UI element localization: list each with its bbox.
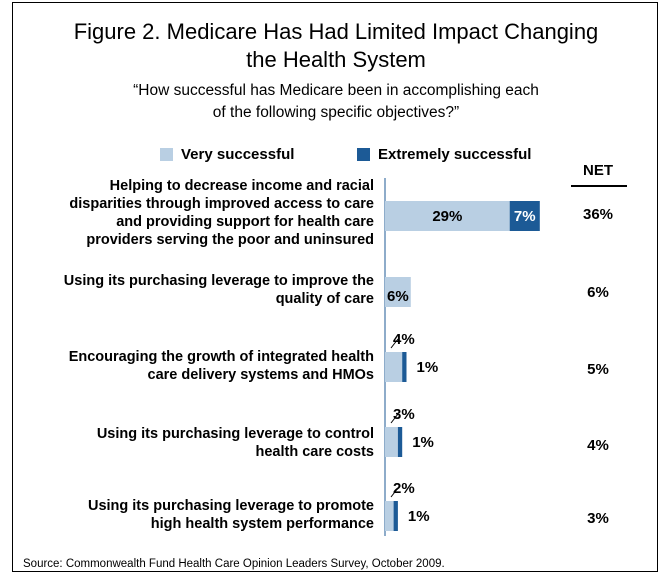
- category-label-1-line-2: disparities through improved access to c…: [69, 196, 374, 212]
- leader-line-4: [390, 413, 399, 424]
- data-label-very-4: 3%: [393, 406, 415, 423]
- legend-label-extremely: Extremely successful: [378, 146, 532, 163]
- category-label-2-line-1: Using its purchasing leverage to improve…: [63, 273, 374, 289]
- category-label-5-line-1: Using its purchasing leverage to promote: [87, 498, 374, 514]
- net-header: NET: [583, 162, 613, 179]
- data-label-extremely-4: 1%: [412, 434, 434, 451]
- net-value-5: 3%: [587, 510, 609, 527]
- legend-very-successful: Very successful: [160, 146, 294, 163]
- net-header-rule: [571, 185, 627, 187]
- data-label-extremely-5: 1%: [408, 508, 430, 525]
- chart-title-line-2: the Health System: [246, 47, 426, 72]
- data-label-very-2: 6%: [387, 288, 409, 305]
- data-label-extremely-3: 1%: [417, 359, 439, 376]
- data-label-very-1: 29%: [432, 208, 462, 225]
- legend-swatch-very: [160, 148, 173, 161]
- category-label-1-line-4: providers serving the poor and uninsured: [86, 232, 374, 248]
- bar-very-successful-1: [385, 201, 510, 231]
- legend-swatch-extremely: [357, 148, 370, 161]
- data-label-very-3: 4%: [393, 331, 415, 348]
- category-label-5-line-2: high health system performance: [150, 516, 374, 532]
- bar-extremely-successful-4: [397, 427, 403, 457]
- data-label-extremely-1: 7%: [514, 208, 536, 225]
- category-label-3-line-1: Encouraging the growth of integrated hea…: [68, 349, 374, 365]
- bar-very-successful-2: [385, 277, 411, 307]
- category-label-1-line-1: Helping to decrease income and racial: [109, 178, 374, 194]
- bar-very-successful-5: [385, 501, 394, 531]
- bar-very-successful-4: [385, 427, 398, 457]
- chart-frame: [12, 2, 658, 572]
- leader-line-3: [390, 338, 399, 349]
- source-note: Source: Commonwealth Fund Health Care Op…: [23, 558, 445, 570]
- data-label-very-5: 2%: [393, 480, 415, 497]
- legend-label-very: Very successful: [181, 146, 295, 163]
- category-label-5: Using its purchasing leverage to promote…: [88, 497, 374, 533]
- leader-line-5: [390, 487, 399, 498]
- net-value-2: 6%: [587, 284, 609, 301]
- bar-extremely-successful-5: [393, 501, 398, 531]
- bar-very-successful-3: [385, 352, 403, 382]
- category-label-1: Helping to decrease income and racial di…: [69, 177, 374, 249]
- net-value-4: 4%: [587, 437, 609, 454]
- chart-subtitle-line-1: “How successful has Medicare been in acc…: [133, 82, 539, 99]
- chart-title-line-1: Figure 2. Medicare Has Had Limited Impac…: [73, 19, 599, 44]
- chart-subtitle-line-2: of the following specific objectives?”: [212, 104, 460, 121]
- category-label-4-line-1: Using its purchasing leverage to control: [96, 426, 374, 442]
- net-value-1: 36%: [582, 206, 614, 223]
- bar-extremely-successful-3: [402, 352, 407, 382]
- category-label-4-line-2: health care costs: [255, 444, 374, 460]
- category-label-1-line-3: and providing support for health care: [116, 214, 374, 230]
- category-label-2: Using its purchasing leverage to improve…: [64, 272, 374, 308]
- category-label-2-line-2: quality of care: [275, 291, 374, 307]
- category-label-3: Encouraging the growth of integrated hea…: [69, 348, 374, 384]
- legend-extremely-successful: Extremely successful: [357, 146, 531, 163]
- bar-extremely-successful-1: [509, 201, 540, 231]
- category-label-3-line-2: care delivery systems and HMOs: [147, 367, 374, 383]
- category-label-4: Using its purchasing leverage to control…: [97, 425, 374, 461]
- net-value-3: 5%: [587, 361, 609, 378]
